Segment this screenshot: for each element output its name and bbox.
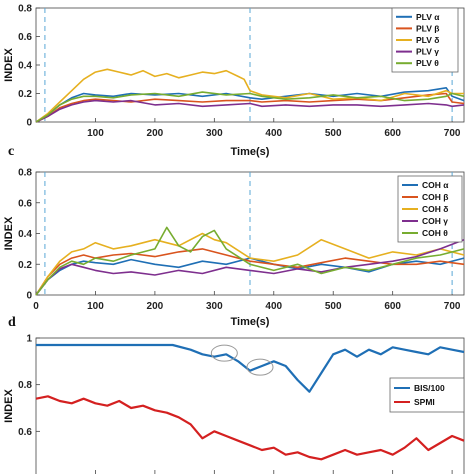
x-tick-label: 0 <box>33 301 39 312</box>
panel-c-letter: c <box>8 144 14 159</box>
legend-entry: BIS/100 <box>414 383 445 393</box>
series-line-bis-100 <box>36 343 465 393</box>
y-tick-label: 0.4 <box>18 229 32 240</box>
legend-entry: COH θ <box>422 228 448 238</box>
legend-entry: COH γ <box>422 216 448 226</box>
legend-entry: PLV α <box>416 12 440 22</box>
y-tick-label: 1 <box>26 334 32 345</box>
legend-entry: PLV β <box>416 23 439 33</box>
x-tick-label: 100 <box>87 301 104 312</box>
series-line-coh- <box>35 238 465 296</box>
x-tick-label: 200 <box>147 128 164 139</box>
x-tick-label: 600 <box>384 301 401 312</box>
x-tick-label: 700 <box>444 128 461 139</box>
y-tick-label: 0.4 <box>18 61 32 72</box>
legend-entry: PLV θ <box>416 58 439 68</box>
x-tick-label: 300 <box>206 301 223 312</box>
series-line-coh- <box>35 232 465 296</box>
y-tick-label: 0.6 <box>18 427 32 438</box>
legend-entry: PLV δ <box>416 35 439 45</box>
x-axis-label: Time(s) <box>231 146 270 158</box>
y-tick-label: 0 <box>26 291 32 302</box>
legend-entry: SPMI <box>414 397 435 407</box>
x-tick-label: 400 <box>265 128 282 139</box>
x-tick-label: 500 <box>325 301 342 312</box>
series-line-plv- <box>35 92 465 123</box>
legend-entry: COH β <box>422 192 448 202</box>
series-line-plv- <box>35 87 465 123</box>
x-tick-label: 500 <box>325 128 342 139</box>
series-line-coh- <box>35 226 465 296</box>
annotation-ellipse <box>210 344 238 362</box>
y-tick-label: 0.8 <box>18 168 32 179</box>
y-axis-label: INDEX <box>3 48 15 82</box>
x-tick-label: 300 <box>206 128 223 139</box>
x-axis-label: Time(s) <box>231 316 270 328</box>
x-tick-label: 100 <box>87 128 104 139</box>
x-tick-label: 400 <box>265 301 282 312</box>
panel-d-letter: d <box>8 315 16 330</box>
y-tick-label: 0.6 <box>18 32 32 43</box>
y-tick-label: 0 <box>26 118 32 129</box>
series-line-plv- <box>35 91 465 123</box>
series-line-plv- <box>35 99 465 123</box>
x-tick-label: 600 <box>384 128 401 139</box>
y-tick-label: 0.6 <box>18 198 32 209</box>
coh-chart-panel: 0 0.2 0.4 0.6 0.8 0 100 200 300 400 500 600 700 Time(… <box>3 168 465 328</box>
x-tick-label: 200 <box>147 301 164 312</box>
y-tick-label: 0.8 <box>18 4 32 15</box>
series-line-spmi <box>35 395 465 461</box>
y-axis-label: INDEX <box>3 216 15 250</box>
plv-chart-panel: 0 0.2 0.4 0.6 0.8 100 200 300 400 500 600 700 Time(s… <box>3 4 465 158</box>
y-axis-label: INDEX <box>3 389 15 423</box>
annotation-ellipse <box>246 358 274 376</box>
legend-entry: COH α <box>422 180 449 190</box>
series-line-plv- <box>35 68 464 123</box>
x-tick-label: 700 <box>444 301 461 312</box>
legend-box <box>389 377 465 413</box>
y-tick-label: 0.2 <box>18 260 32 271</box>
legend-entry: PLV γ <box>416 47 439 57</box>
y-tick-label: 0.2 <box>18 89 32 100</box>
y-tick-label: 0.8 <box>18 380 32 391</box>
legend-entry: COH δ <box>422 204 448 214</box>
